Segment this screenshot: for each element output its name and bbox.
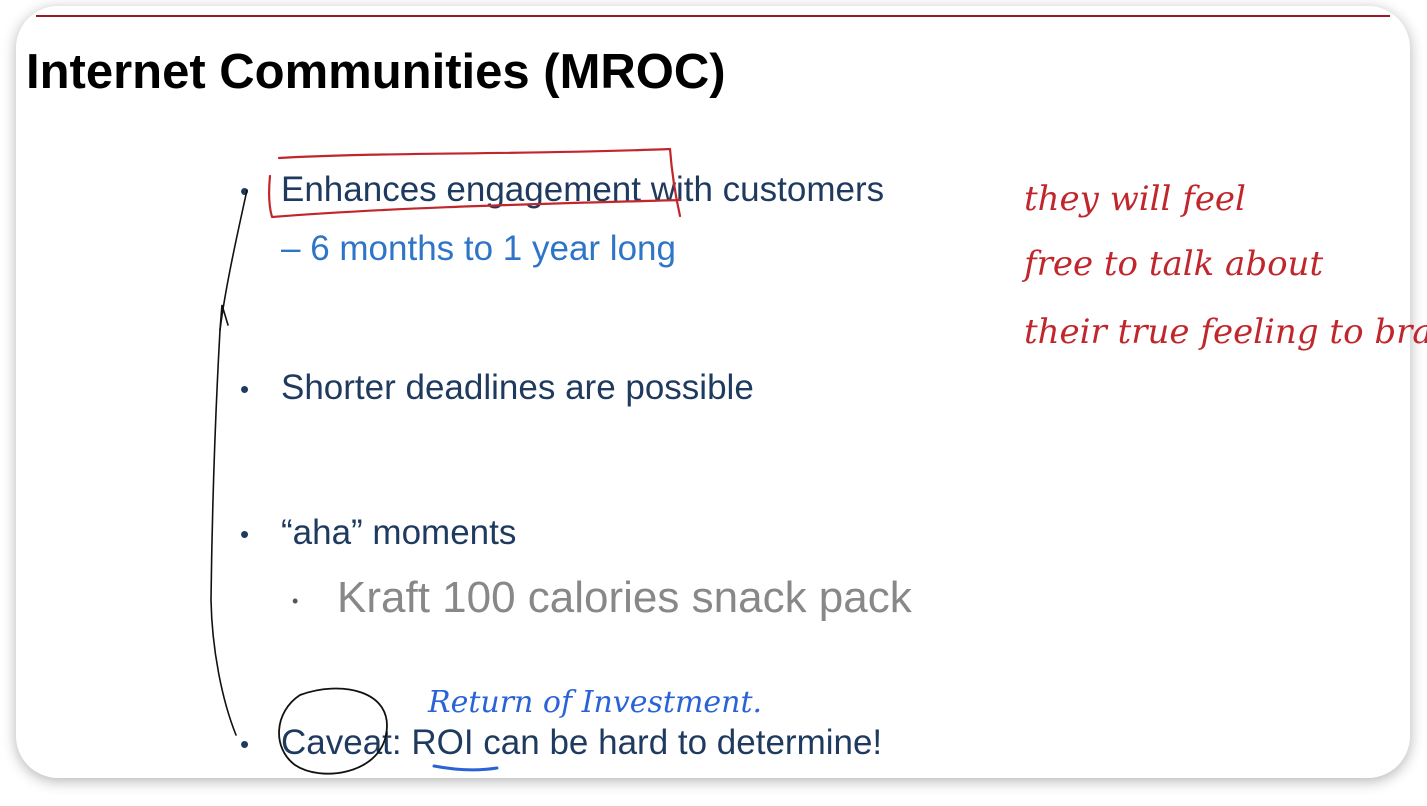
bullet-engagement: Enhances engagement with customers: [281, 170, 885, 209]
bullet-glyph: •: [240, 374, 250, 404]
slide-title: Internet Communities (MROC): [26, 45, 726, 99]
sub-bullet-duration: – 6 months to 1 year long: [281, 229, 676, 268]
bullet-caveat-roi: Caveat: ROI can be hard to determine!: [281, 723, 883, 762]
title-divider-line: [36, 15, 1390, 17]
bullet-glyph: •: [240, 519, 250, 549]
bullet-aha-moments: “aha” moments: [281, 513, 517, 552]
sub-bullet-kraft: Kraft 100 calories snack pack: [337, 573, 912, 622]
bullet-glyph: •: [240, 729, 250, 759]
bullet-glyph: •: [240, 176, 250, 206]
sub-bullet-glyph: •: [292, 591, 299, 611]
bullet-deadlines: Shorter deadlines are possible: [281, 368, 754, 407]
slide: Internet Communities (MROC): [16, 6, 1410, 778]
